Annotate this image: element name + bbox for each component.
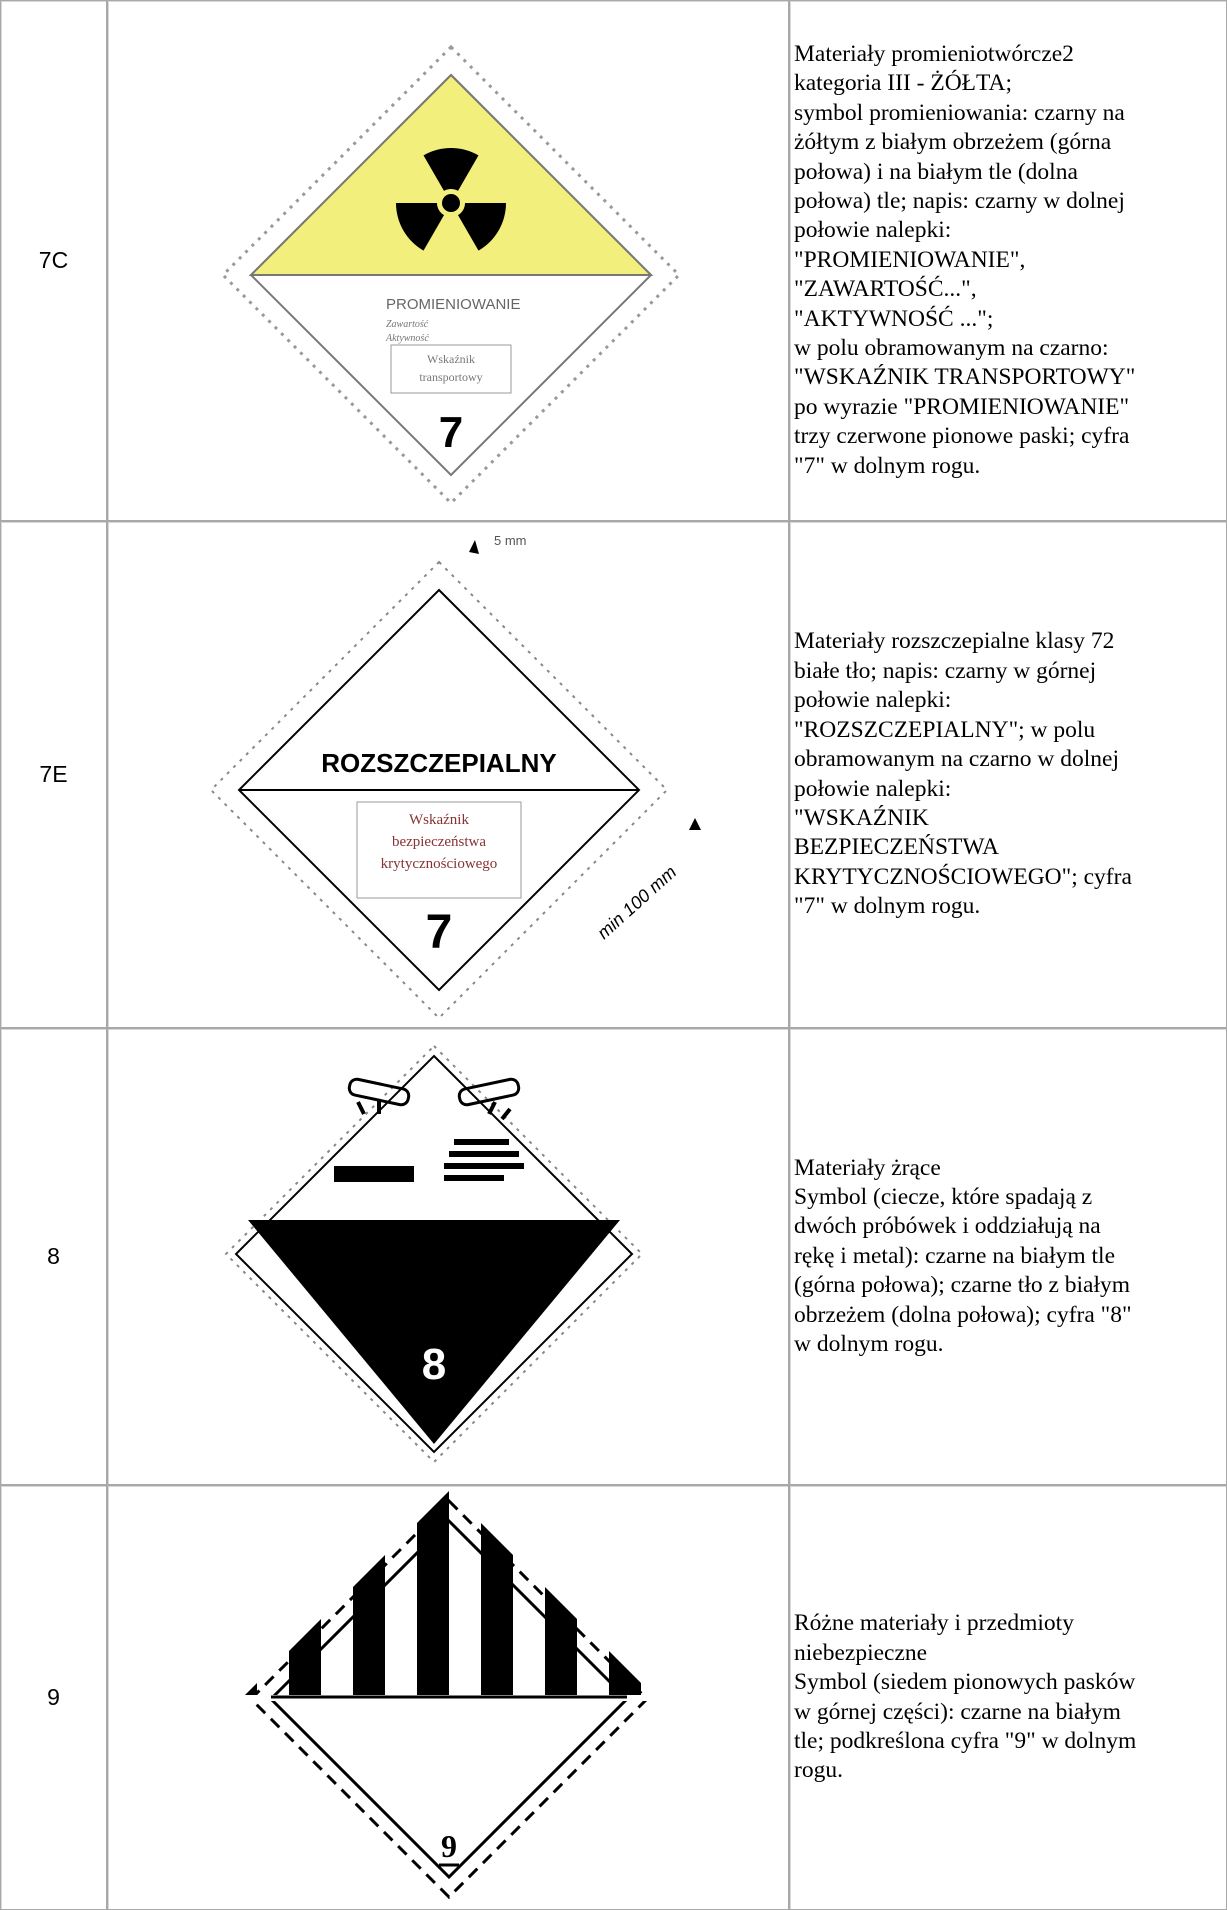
placard-small: Zawartość	[386, 319, 429, 330]
description-line: kategoria III - ŻÓŁTA;	[794, 70, 1013, 97]
box-text: transportowy	[419, 370, 482, 384]
description-cell: Materiały żrące Symbol (ciecze, które spa…	[789, 1028, 1227, 1485]
placard-heading: ROZSZCZEPIALNY	[321, 748, 556, 778]
description-cell: Różne materiały i przedmioty niebezpieczn…	[789, 1485, 1227, 1910]
stripe	[241, 1491, 257, 1699]
image-cell: PROMIENIOWANIE Zawartość Aktywność Wskaźnik…	[107, 0, 789, 521]
description-line: "ROZSZCZEPIALNY"; w polu	[794, 716, 1096, 743]
stripe	[545, 1491, 577, 1699]
trefoil-blade	[423, 147, 479, 191]
description-line: w górnej części): czarne na białym	[794, 1698, 1121, 1725]
description-line: połowa) i na białym tle (dolna	[794, 158, 1078, 185]
description-line: w dolnym rogu.	[794, 1331, 944, 1358]
stripe	[353, 1491, 385, 1699]
inner-border	[268, 1518, 630, 1880]
outer-border	[248, 1498, 650, 1900]
placard: 8	[224, 1044, 644, 1464]
description-line: "7" w dolnym rogu.	[794, 893, 981, 920]
placard-small: Aktywność	[385, 333, 429, 344]
hand	[444, 1139, 524, 1181]
trefoil-blade	[396, 203, 444, 251]
description-line: "7" w dolnym rogu.	[794, 452, 981, 479]
description-line: żółtym z białym obrzeżem (górna	[794, 129, 1112, 156]
description-line: połowie nalepki:	[794, 687, 952, 714]
stripe	[609, 1491, 641, 1699]
description-line: Symbol (siedem pionowych pasków	[794, 1669, 1136, 1696]
arrow	[689, 818, 701, 830]
class-number: 8	[422, 1340, 446, 1389]
box-text: krytycznościowego	[381, 856, 498, 872]
description-line: dwóch próbówek i oddziałują na	[794, 1213, 1101, 1240]
placard: 5 mm ROZSZCZEPIALNY Wskaźnik bezpieczeństwa…	[209, 533, 701, 1020]
code-text: 9	[47, 1684, 60, 1710]
index-box	[390, 344, 512, 394]
code-cell: 9	[0, 1485, 107, 1910]
description-line: rękę i metal): czarne na białym tle	[794, 1242, 1116, 1269]
code-cell: 7E	[0, 521, 107, 1028]
description-line: Materiały rozszczepialne klasy 72	[794, 628, 1115, 655]
code-text: 7E	[39, 761, 68, 787]
trefoil-blade	[458, 203, 506, 251]
drops	[356, 1100, 512, 1121]
lower-black	[248, 1220, 620, 1444]
code-text: 8	[47, 1243, 60, 1269]
index-box	[356, 801, 522, 899]
description-line: Symbol (ciecze, które spadają z	[794, 1183, 1093, 1210]
description-line: połowie nalepki:	[794, 775, 952, 802]
description-line: obrzeżem (dolna połowa); cyfra "8"	[794, 1301, 1132, 1328]
side-dimension: min 100 mm	[593, 862, 680, 943]
class-number: 7	[439, 408, 463, 457]
description-line: (górna połowa); czarne tło z białym	[794, 1272, 1131, 1299]
placard: 9	[241, 1491, 657, 1907]
description-line: BEZPIECZEŃSTWA	[794, 834, 999, 861]
image-cell: 9	[107, 1485, 789, 1910]
code-cell: 7C	[0, 0, 107, 521]
description-line: niebezpieczne	[794, 1639, 928, 1666]
description-line: "ZAWARTOŚĆ...",	[794, 276, 977, 303]
description-cell: Materiały rozszczepialne klasy 72 białe t…	[789, 521, 1227, 1028]
description-line: w polu obramowanym na czarno:	[794, 335, 1109, 362]
description-line: po wyrazie "PROMIENIOWANIE"	[794, 393, 1130, 420]
top-dimension: 5 mm	[494, 533, 527, 548]
description-cell: Materiały promieniotwórcze2 kategoria III…	[789, 0, 1227, 521]
description-line: KRYTYCZNOŚCIOWEGO"; cyfra	[794, 863, 1132, 890]
box-text: Wskaźnik	[409, 812, 469, 828]
description-line: Materiały żrące	[794, 1154, 941, 1181]
description-line: białe tło; napis: czarny w górnej	[794, 657, 1097, 684]
box-text: bezpieczeństwa	[392, 834, 486, 850]
description-line: rogu.	[794, 1757, 843, 1784]
description-line: połowie nalepki:	[794, 217, 952, 244]
description-line: obramowanym na czarno w dolnej	[794, 746, 1119, 773]
stripe	[289, 1491, 321, 1699]
arrow	[469, 540, 479, 554]
image-cell: 8	[107, 1028, 789, 1485]
metal	[334, 1166, 414, 1182]
description-line: tle; podkreślona cyfra "9" w dolnym	[794, 1727, 1137, 1754]
description-line: trzy czerwone pionowe paski; cyfra	[794, 423, 1130, 450]
class-number: 9	[441, 1828, 457, 1864]
description-line: połowa) tle; napis: czarny w dolnej	[794, 187, 1125, 214]
image-cell: 5 mm ROZSZCZEPIALNY Wskaźnik bezpieczeństwa…	[107, 521, 789, 1028]
placard-heading: PROMIENIOWANIE	[386, 296, 520, 313]
description-line: "WSKAŹNIK TRANSPORTOWY"	[794, 364, 1136, 391]
description-line: "PROMIENIOWANIE",	[794, 246, 1026, 273]
description-line: Różne materiały i przedmioty	[794, 1610, 1074, 1637]
description-line: Materiały promieniotwórcze2	[794, 40, 1074, 67]
placard: PROMIENIOWANIE Zawartość Aktywność Wskaźnik…	[220, 44, 682, 506]
description-line: "AKTYWNOŚĆ ...";	[794, 305, 994, 332]
stripe	[417, 1491, 449, 1699]
code-text: 7C	[38, 247, 69, 273]
test-tube	[457, 1077, 521, 1107]
description-line: symbol promieniowania: czarny na	[794, 99, 1125, 126]
code-cell: 8	[0, 1028, 107, 1485]
description-line: "WSKAŹNIK	[794, 804, 929, 831]
stripe	[481, 1491, 513, 1699]
class-number: 7	[426, 906, 453, 959]
trefoil-center	[442, 194, 460, 212]
box-text: Wskaźnik	[427, 352, 475, 366]
test-tube	[347, 1077, 411, 1107]
